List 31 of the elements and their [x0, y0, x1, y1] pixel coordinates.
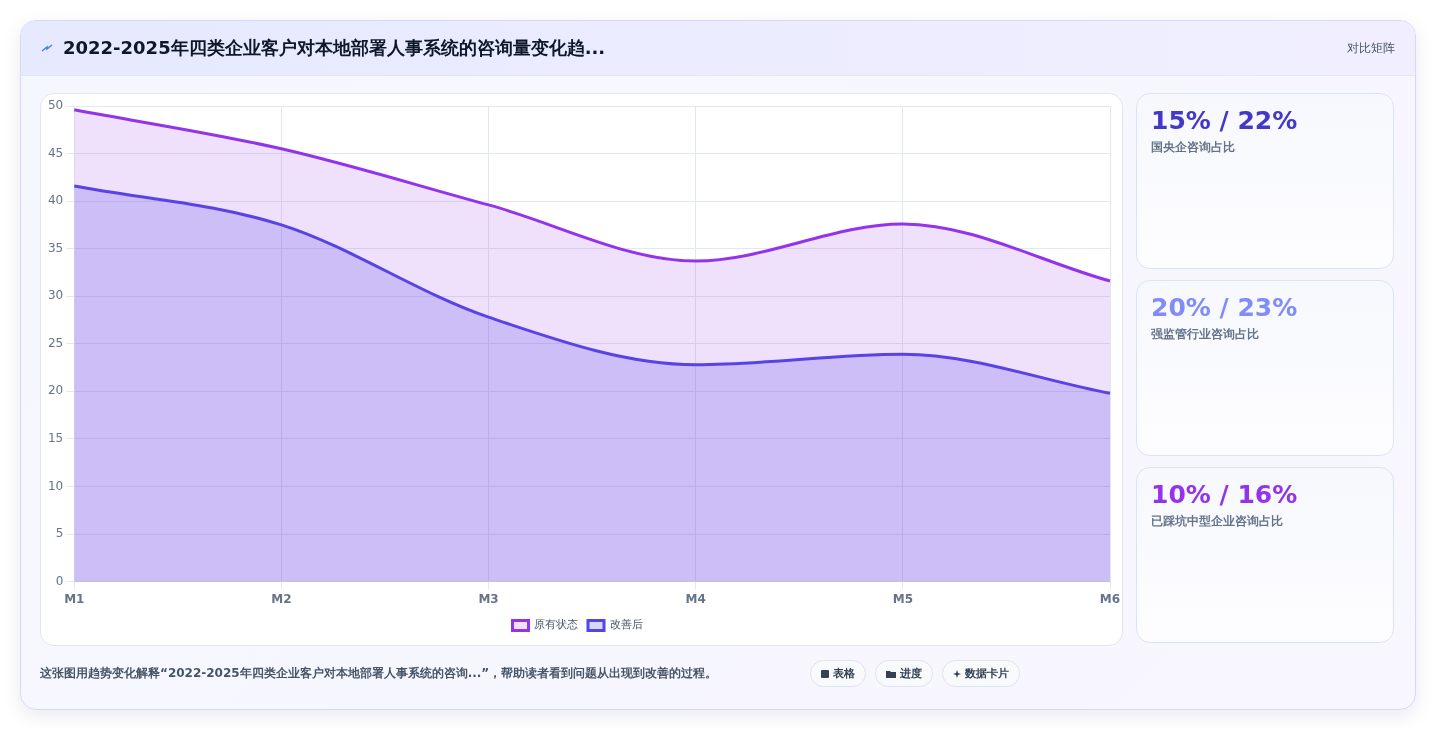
text: 10% / 16%: [1151, 480, 1299, 509]
x-tick-label: M3: [478, 591, 499, 606]
y-tick-label: 10: [47, 478, 64, 493]
y-tick-label: 35: [47, 240, 64, 255]
legend-label: 改善后: [609, 618, 643, 632]
x-tick-label: M2: [271, 591, 292, 606]
text: 对比矩阵: [1347, 39, 1395, 57]
text: 表格: [833, 666, 855, 681]
text: 已踩坑中型企业咨询占比: [1151, 513, 1284, 530]
y-tick-label: 5: [55, 526, 64, 541]
y-tick-label: 15: [47, 431, 64, 446]
text: 15% / 22%: [1151, 106, 1299, 135]
text: 这张图用趋势变化解释“2022-2025年四类企业客户对本地部署人事系统的咨询...”，帮助读者看到问题从出现到改善的过程。: [40, 665, 719, 682]
y-tick-label: 45: [47, 145, 64, 160]
legend-label: 原有状态: [534, 618, 578, 632]
chart-title: 2022-2025年四类企业客户对本地部署人事系统的咨询量变化趋...: [63, 36, 606, 60]
y-tick-label: 20: [47, 383, 64, 398]
y-tick-label: 30: [47, 288, 64, 303]
text: 数据卡片: [965, 666, 1009, 681]
x-tick-label: M5: [892, 591, 913, 606]
y-tick-label: 40: [47, 193, 64, 208]
y-tick-label: 0: [55, 573, 64, 588]
text: 进度: [900, 666, 922, 681]
y-tick-label: 50: [47, 98, 64, 113]
text: 20% / 23%: [1151, 293, 1299, 322]
x-tick-label: M1: [64, 591, 85, 606]
x-tick-label: M4: [685, 591, 706, 606]
x-tick-label: M6: [1099, 591, 1121, 606]
text: 国央企咨询占比: [1151, 139, 1236, 156]
y-tick-label: 25: [47, 335, 64, 350]
text: 强监管行业咨询占比: [1151, 326, 1260, 343]
